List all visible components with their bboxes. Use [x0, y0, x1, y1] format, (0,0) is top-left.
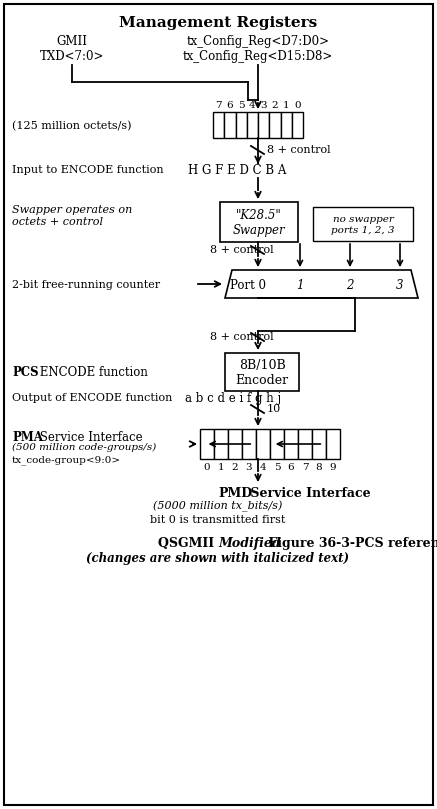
Bar: [281, 112, 292, 138]
Text: no swapper
ports 1, 2, 3: no swapper ports 1, 2, 3: [331, 215, 395, 235]
Text: 1: 1: [296, 278, 304, 291]
Text: a b c d e i f g h j: a b c d e i f g h j: [185, 392, 281, 404]
Bar: [326, 429, 340, 459]
Text: PMA: PMA: [12, 431, 43, 444]
Text: 5: 5: [274, 463, 280, 472]
Text: 7: 7: [302, 463, 309, 472]
Text: tx_Config_Reg<D7:D0>
tx_Config_Reg<D15:D8>: tx_Config_Reg<D7:D0> tx_Config_Reg<D15:D…: [183, 35, 333, 63]
Bar: [220, 202, 298, 242]
Text: 8: 8: [316, 463, 323, 472]
Text: Service Interface: Service Interface: [36, 431, 142, 444]
Text: 3: 3: [396, 278, 404, 291]
Polygon shape: [225, 270, 418, 298]
Text: Port 0: Port 0: [230, 278, 266, 291]
Text: Figure 36-3-PCS reference diagram: Figure 36-3-PCS reference diagram: [264, 537, 437, 550]
Text: 2: 2: [232, 463, 238, 472]
Text: 8 + control: 8 + control: [210, 332, 274, 342]
Text: 0: 0: [204, 463, 210, 472]
Bar: [242, 429, 256, 459]
Text: 3: 3: [246, 463, 252, 472]
Text: 4: 4: [260, 463, 266, 472]
Bar: [312, 429, 326, 459]
Text: 1: 1: [283, 101, 289, 110]
Text: 6: 6: [226, 101, 233, 110]
Text: (5000 million tx_bits/s): (5000 million tx_bits/s): [153, 501, 283, 512]
Bar: [224, 112, 236, 138]
Text: ENCODE function: ENCODE function: [36, 366, 148, 379]
Text: (125 million octets/s): (125 million octets/s): [12, 121, 132, 131]
Text: "K28.5"
Swapper: "K28.5" Swapper: [232, 209, 285, 237]
Bar: [256, 429, 270, 459]
Text: (500 million code-groups/s): (500 million code-groups/s): [12, 443, 156, 452]
Text: 2-bit free-running counter: 2-bit free-running counter: [12, 280, 160, 290]
Bar: [258, 112, 269, 138]
Text: 4: 4: [249, 101, 256, 110]
Text: Service Interface: Service Interface: [246, 487, 371, 500]
Bar: [292, 112, 303, 138]
Text: PMD: PMD: [218, 487, 252, 500]
Text: Modified: Modified: [218, 537, 281, 550]
Text: tx_code-group<9:0>: tx_code-group<9:0>: [12, 455, 121, 464]
Bar: [236, 112, 247, 138]
Text: 1: 1: [218, 463, 224, 472]
Bar: [298, 429, 312, 459]
Text: 10: 10: [267, 404, 281, 414]
Bar: [313, 207, 413, 241]
Text: 2: 2: [346, 278, 354, 291]
Text: (changes are shown with italicized text): (changes are shown with italicized text): [87, 552, 350, 565]
Bar: [284, 429, 298, 459]
Text: 8 + control: 8 + control: [210, 245, 274, 255]
Text: Management Registers: Management Registers: [119, 16, 317, 30]
Text: 9: 9: [329, 463, 336, 472]
Bar: [213, 112, 224, 138]
Text: Output of ENCODE function: Output of ENCODE function: [12, 393, 172, 403]
Text: 2: 2: [271, 101, 278, 110]
Text: 0: 0: [294, 101, 301, 110]
Text: 8 + control: 8 + control: [267, 145, 331, 155]
Bar: [247, 112, 258, 138]
Text: bit 0 is transmitted first: bit 0 is transmitted first: [150, 515, 286, 525]
Bar: [214, 429, 228, 459]
Bar: [228, 429, 242, 459]
Text: 8B/10B
Encoder: 8B/10B Encoder: [236, 359, 288, 387]
Text: 5: 5: [238, 101, 244, 110]
Text: QSGMII: QSGMII: [157, 537, 218, 550]
Text: PCS: PCS: [12, 366, 38, 379]
Text: 6: 6: [288, 463, 294, 472]
Bar: [270, 429, 284, 459]
Bar: [200, 429, 214, 459]
Bar: [269, 112, 281, 138]
Text: Input to ENCODE function: Input to ENCODE function: [12, 165, 163, 175]
Text: 3: 3: [260, 101, 267, 110]
Text: GMII
TXD<7:0>: GMII TXD<7:0>: [40, 35, 104, 63]
Text: Swapper operates on
octets + control: Swapper operates on octets + control: [12, 205, 132, 227]
Bar: [225, 353, 299, 391]
Text: H G F E D C B A: H G F E D C B A: [188, 163, 286, 176]
Text: 7: 7: [215, 101, 222, 110]
